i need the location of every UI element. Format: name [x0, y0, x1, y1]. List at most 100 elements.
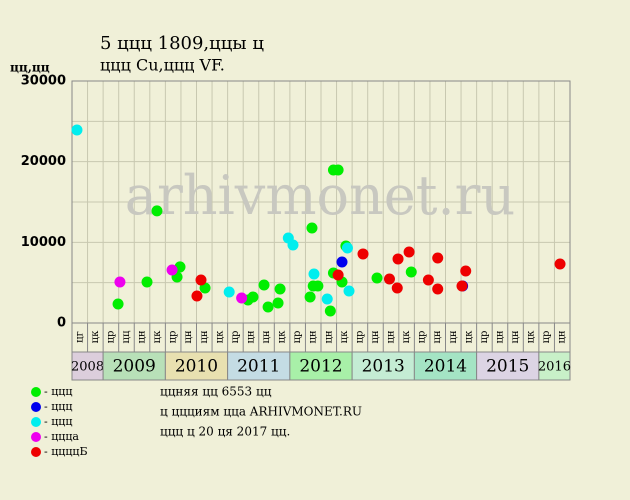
point	[236, 292, 248, 304]
point	[191, 290, 203, 302]
legend-marker	[31, 432, 41, 442]
point	[321, 293, 333, 305]
column-label: цн	[137, 330, 148, 343]
column-label: цр	[168, 331, 179, 344]
point	[287, 239, 299, 251]
legend-marker	[31, 417, 41, 427]
column-label: цн	[183, 330, 194, 343]
point	[392, 253, 404, 265]
year-label: 2015	[486, 357, 529, 377]
point	[223, 286, 235, 298]
legend-marker	[31, 402, 41, 412]
point	[460, 265, 472, 277]
point	[456, 280, 468, 292]
column-label: цн	[557, 330, 568, 343]
column-label: цк	[277, 330, 288, 343]
point	[114, 276, 126, 288]
point	[166, 264, 178, 276]
point	[422, 274, 434, 286]
year-label: 2014	[424, 357, 467, 377]
chart-title: 5 ццц 1809,ццы ц	[100, 33, 264, 54]
column-label: цц	[121, 330, 132, 343]
point	[403, 246, 415, 258]
point	[151, 205, 163, 217]
y-axis-label: цц,цц	[10, 61, 50, 75]
point	[432, 252, 444, 264]
column-label: цн	[432, 330, 443, 343]
column-label: цк	[90, 330, 101, 343]
plot-border	[71, 80, 571, 324]
note: ццняя цц 6553 цц	[160, 385, 272, 399]
point	[312, 280, 324, 292]
year-label: 2013	[362, 357, 405, 377]
column-label: цн	[494, 330, 505, 343]
column-label: цк	[214, 330, 225, 343]
column-label: цр	[230, 331, 241, 344]
column-label: цн	[245, 330, 256, 343]
column-label: цк	[339, 330, 350, 343]
point	[324, 305, 336, 317]
point	[343, 285, 355, 297]
point	[336, 256, 348, 268]
y-tick-label: 0	[57, 316, 66, 331]
column-label: цн	[261, 330, 272, 343]
point	[405, 266, 417, 278]
point	[432, 283, 444, 295]
column-label: цг	[74, 331, 85, 343]
year-label: 2008	[71, 360, 104, 375]
point	[141, 276, 153, 288]
column-label: цк	[152, 330, 163, 343]
point	[332, 269, 344, 281]
legend-label: - ццццБ	[44, 445, 88, 458]
column-label: цн	[448, 330, 459, 343]
year-label: 2011	[237, 357, 280, 377]
legend-label: - ццц	[44, 415, 72, 428]
year-label: 2010	[175, 357, 218, 377]
column-label: цр	[541, 331, 552, 344]
year-label: 2009	[113, 357, 156, 377]
point	[272, 297, 284, 309]
year-cell	[289, 351, 353, 381]
point	[341, 242, 353, 254]
legend-label: - ццц	[44, 385, 72, 398]
column-label: цн	[370, 330, 381, 343]
year-label: 2012	[299, 357, 342, 377]
point	[247, 291, 259, 303]
point	[371, 272, 383, 284]
legend-marker	[31, 447, 41, 457]
column-label: цн	[199, 330, 210, 343]
column-label: цр	[105, 331, 116, 344]
column-label: цр	[354, 331, 365, 344]
point	[554, 258, 566, 270]
point	[71, 124, 83, 136]
column-label: цк	[463, 330, 474, 343]
point	[258, 279, 270, 291]
point	[306, 222, 318, 234]
point	[112, 298, 124, 310]
point	[332, 164, 344, 176]
watermark: arhivmonet.ru	[125, 164, 515, 227]
column-label: цк	[526, 330, 537, 343]
chart-subtitle: ццц Cu,ццц VF.	[100, 56, 225, 75]
column-label: цн	[308, 330, 319, 343]
year-cell	[164, 351, 229, 381]
y-tick-label: 20000	[21, 154, 66, 169]
column-label: цн	[386, 330, 397, 343]
legend-marker	[31, 387, 41, 397]
note: ц ццциям цца ARHIVMONET.RU	[160, 405, 362, 419]
point	[304, 291, 316, 303]
column-label: цк	[401, 330, 412, 343]
point	[274, 283, 286, 295]
point	[383, 273, 395, 285]
legend-label: - ццца	[44, 430, 79, 443]
point	[308, 268, 320, 280]
y-tick-label: 10000	[21, 235, 66, 250]
legend-label: - ццц	[44, 400, 72, 413]
point	[391, 282, 403, 294]
point	[195, 274, 207, 286]
point	[262, 301, 274, 313]
year-label: 2016	[538, 360, 571, 375]
column-label: цр	[292, 331, 303, 344]
column-label: цн	[323, 330, 334, 343]
